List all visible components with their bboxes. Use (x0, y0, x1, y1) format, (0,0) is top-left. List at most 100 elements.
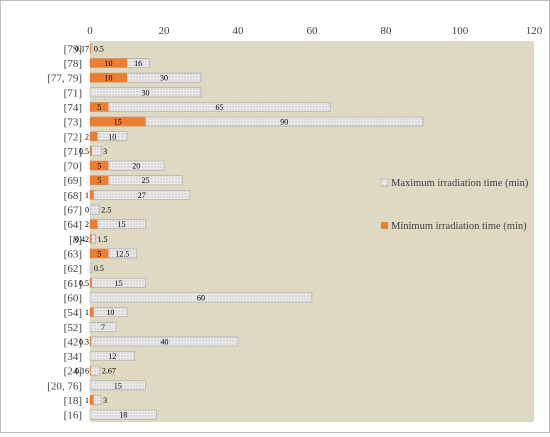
max-value-label: 12 (108, 352, 116, 361)
x-tick-label: 40 (233, 25, 245, 37)
max-value-label: 0.5 (94, 44, 104, 53)
min-value-label: 0.3 (79, 337, 89, 346)
max-value-label: 2.5 (101, 206, 111, 215)
x-tick-label: 80 (381, 25, 393, 37)
y-category-label: [62] (64, 263, 82, 275)
y-category-label: [16] (64, 410, 82, 422)
max-value-label: 60 (197, 293, 205, 302)
y-category-label: [24] (64, 366, 82, 378)
x-tick-label: 20 (159, 25, 171, 37)
min-value-label: 2 (85, 132, 89, 141)
bar-minimum (90, 175, 109, 185)
min-value-label: 10 (105, 59, 113, 68)
x-tick-label: 100 (452, 25, 469, 37)
bar-maximum (89, 292, 313, 303)
bar-maximum (89, 409, 157, 420)
y-category-label: [77, 79] (47, 73, 82, 85)
max-value-label: 15 (117, 220, 125, 229)
max-value-label: 2.67 (102, 367, 116, 376)
min-value-label: 0.5 (79, 279, 89, 288)
max-value-label: 16 (134, 59, 142, 68)
min-value-label: 1 (85, 396, 89, 405)
bar-minimum (90, 161, 109, 171)
max-value-label: 10 (108, 132, 116, 141)
min-value-label: 5 (97, 103, 101, 112)
bar-minimum (90, 307, 94, 317)
y-category-label: [64] (64, 219, 82, 231)
bar-minimum (90, 190, 94, 200)
min-value-label: 0.5 (79, 147, 89, 156)
bar-maximum (89, 380, 146, 391)
bar-minimum (90, 395, 94, 405)
bar-minimum (90, 73, 127, 83)
bar-minimum (90, 219, 98, 229)
y-category-label: [71] (64, 146, 82, 158)
y-category-label: [52] (64, 322, 82, 334)
x-tick-label: 120 (526, 25, 543, 37)
legend-label: Minimum irradiation time (min) (391, 221, 527, 232)
bar-minimum (90, 131, 98, 141)
max-value-label: 15 (115, 279, 123, 288)
min-value-label: 0.17 (75, 44, 89, 53)
y-category-label: [8] (69, 234, 82, 246)
max-value-label: 65 (216, 103, 224, 112)
bar-minimum (90, 117, 146, 127)
bar-minimum (90, 248, 109, 259)
legend-item-minimum: Minimum irradiation time (min) (381, 221, 527, 232)
bar-minimum (90, 336, 92, 346)
max-value-label: 90 (280, 118, 288, 127)
max-value-label: 12.5 (115, 249, 129, 258)
y-category-label: [72] (64, 131, 82, 143)
max-value-label: 25 (142, 176, 150, 185)
bar-maximum (89, 351, 135, 361)
bar-minimum (90, 58, 127, 68)
x-tick-label: 60 (307, 25, 319, 37)
y-category-label: [60] (64, 292, 82, 304)
legend-swatch (380, 178, 389, 187)
max-value-label: 27 (138, 191, 146, 200)
bar-minimum (90, 278, 92, 288)
y-category-label: [69] (64, 175, 82, 187)
y-category-label: [34] (64, 351, 82, 363)
bar-maximum (89, 204, 100, 215)
y-category-label: [67] (64, 205, 82, 217)
y-category-label: [63] (64, 248, 82, 260)
min-value-label: 0 (85, 206, 89, 215)
y-category-label: [68] (64, 190, 82, 202)
min-value-label: 15 (114, 118, 122, 127)
y-category-label: [54] (64, 307, 82, 319)
bar-minimum (90, 146, 92, 156)
max-value-label: 0.5 (94, 264, 104, 273)
bar-maximum (89, 87, 202, 98)
min-value-label: 0.16 (75, 367, 89, 376)
min-value-label: 1 (85, 308, 89, 317)
y-category-label: [42] (64, 336, 82, 348)
bar-minimum (90, 102, 109, 112)
min-value-label: 5 (97, 249, 101, 258)
min-value-label: 10 (105, 74, 113, 83)
max-value-label: 1.5 (98, 235, 108, 244)
bar-minimum (90, 43, 91, 53)
min-value-label: 5 (97, 176, 101, 185)
min-value-label: 1 (85, 191, 89, 200)
bar-maximum (89, 321, 117, 332)
y-category-label: [74] (64, 102, 82, 114)
y-category-label: [20, 76] (47, 380, 82, 392)
legend-swatch (381, 222, 388, 229)
legend-item-maximum: Maximum irradiation time (min) (380, 178, 529, 189)
max-value-label: 40 (161, 337, 169, 346)
y-category-label: [79] (64, 43, 82, 55)
bar-minimum (90, 366, 91, 376)
y-category-label: [70] (64, 161, 82, 173)
max-value-label: 18 (119, 411, 127, 420)
bar-maximum (89, 365, 101, 376)
legend-label: Maximum irradiation time (min) (391, 178, 529, 189)
bar-maximum (89, 263, 93, 273)
y-category-label: [61] (64, 278, 82, 290)
y-category-label: [18] (64, 395, 82, 407)
bar-maximum (89, 102, 331, 112)
max-value-label: 3 (103, 396, 107, 405)
max-value-label: 3 (103, 147, 107, 156)
